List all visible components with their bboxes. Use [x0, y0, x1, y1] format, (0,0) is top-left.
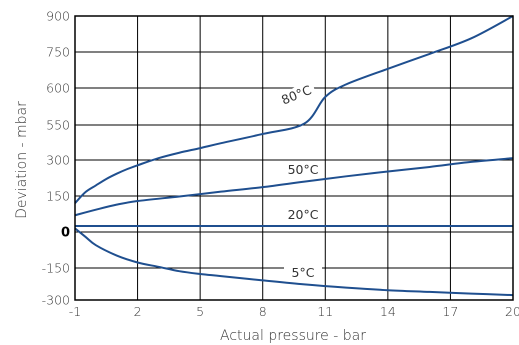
- series-80c-label-bg: [275, 80, 318, 110]
- x-axis-title: Actual pressure - bar: [220, 328, 366, 344]
- series-20c-label-group: 20°C: [284, 207, 322, 223]
- series-lines: [74, 15, 514, 297]
- x-tick-label: 8: [259, 304, 267, 319]
- y-tick-label: 600: [46, 81, 70, 96]
- y-tick-label: 0: [61, 226, 70, 241]
- series-50c-label-group: 50°C: [284, 162, 322, 178]
- series-5c-line: [74, 227, 514, 297]
- y-tick-label: 300: [46, 153, 70, 168]
- y-tick-label: -300: [42, 293, 70, 308]
- y-tick-label: 150: [46, 189, 70, 204]
- y-tick-label: -150: [42, 261, 70, 276]
- series-5c-label-group: 5°C: [284, 265, 322, 281]
- grid: [75, 16, 513, 300]
- x-tick-label: 5: [196, 304, 204, 319]
- plot-border: [74, 15, 514, 301]
- x-tick-label: 14: [380, 304, 396, 319]
- y-tick-labels: 900 750 600 550 300 150 0 -150 -300: [42, 9, 70, 308]
- series-5c-label: 5°C: [292, 265, 315, 280]
- x-tick-label: 11: [317, 304, 333, 319]
- y-tick-label: 750: [46, 45, 70, 60]
- series-20c-label: 20°C: [288, 207, 319, 222]
- x-tick-label: 2: [134, 304, 142, 319]
- y-axis-title: Deviation - mbar: [14, 101, 30, 219]
- plot-frame: [74, 15, 514, 301]
- x-tick-label: -1: [69, 304, 81, 319]
- series-5c-label-bg: [284, 265, 322, 281]
- x-tick-label: 20: [505, 304, 519, 319]
- x-tick-labels: -1 2 5 8 11 14 17 20: [69, 304, 519, 319]
- y-tick-label: 900: [46, 9, 70, 24]
- series-50c-label-bg: [284, 162, 322, 178]
- y-tick-label: 550: [46, 118, 70, 133]
- series-50c-label: 50°C: [288, 162, 319, 177]
- series-20c-label-bg: [284, 207, 322, 223]
- series-80c-line: [74, 15, 514, 204]
- series-50c-line: [74, 157, 514, 217]
- series-labels: 80°C 50°C 20°C 5°C: [275, 80, 322, 281]
- x-tick-label: 17: [442, 304, 458, 319]
- series-80c-label-group: 80°C: [275, 80, 318, 110]
